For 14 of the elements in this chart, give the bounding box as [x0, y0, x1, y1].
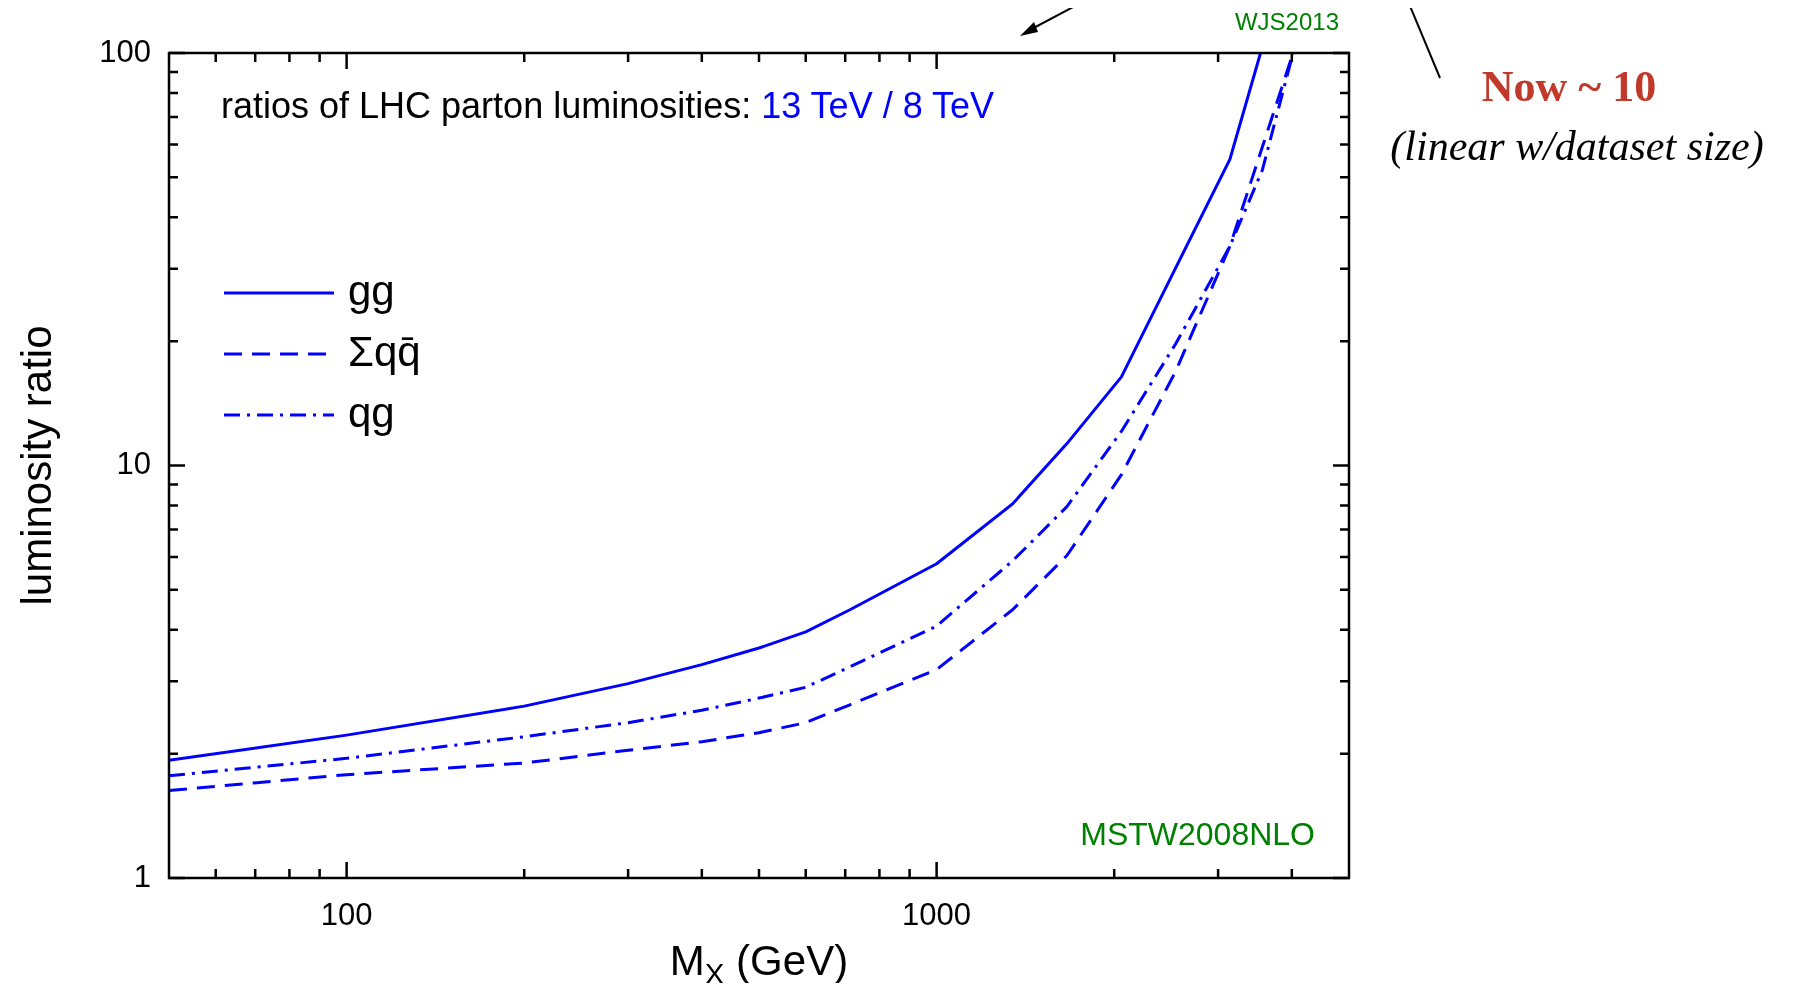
text: 13 TeV / 8 TeV	[761, 84, 995, 126]
y-axis-title: luminosity ratio	[12, 325, 60, 606]
text: ratios of LHC parton luminosities:	[221, 84, 752, 126]
legend-label: Σqq̄	[348, 327, 421, 375]
y-tick-label: 100	[99, 33, 151, 69]
x-tick-label: 1000	[902, 897, 972, 933]
text: Now ~ 10	[1481, 62, 1657, 112]
legend-label: qg	[348, 388, 395, 436]
legend-label: gg	[348, 266, 395, 314]
text: (linear w/dataset size)	[1390, 123, 1764, 171]
y-tick-label: 1	[133, 858, 151, 894]
y-tick-label: 10	[116, 446, 151, 482]
text: WJS2013	[1234, 7, 1339, 35]
annotation: MSTW2008NLO	[1080, 815, 1315, 852]
